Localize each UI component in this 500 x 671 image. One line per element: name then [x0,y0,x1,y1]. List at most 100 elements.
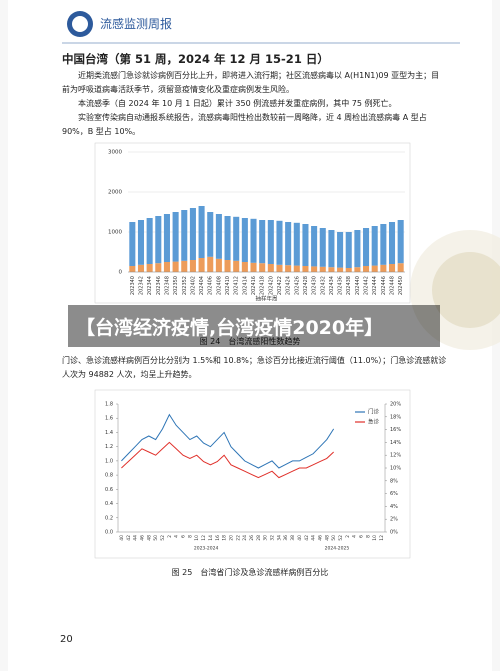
y-tick-label: 3000 [108,150,122,156]
x-group-label: 2023-2024 [194,546,219,552]
x-tick-label: 46 [317,535,323,541]
x-tick-label: 32 [270,535,276,541]
caption: 图 25 台湾省门诊及急诊流感样病例百分比 [171,568,329,577]
x-tick-label: 6 [359,535,365,538]
x-tick-label: 202416 [251,276,257,295]
x-tick-label: 28 [256,535,262,541]
x-tick-label: 202412 [234,276,240,295]
bar-segment [189,208,196,260]
y-tick-label: 0.6 [105,487,113,493]
x-tick-label: 26 [249,535,255,541]
bar-segment [146,264,153,272]
y2-tick-label: 18% [390,414,401,420]
x-tick-label: 202348 [164,276,170,295]
bar-segment [233,260,240,272]
x-tick-label: 4 [174,535,180,538]
x-tick-label: 202442 [364,276,370,295]
x-tick-label: 202418 [260,276,266,295]
x-tick-label: 20 [228,535,234,541]
x-tick-label: 2 [167,535,173,538]
page-number: 20 [60,634,73,645]
x-tick-label: 2 [345,535,351,538]
section-title: 中国台湾（第 51 周，2024 年 12 月 15-21 日） [62,52,329,66]
bar-segment [259,263,266,272]
bar-segment [137,264,145,272]
paragraph: 本流感季（自 2024 年 10 月 1 日起）累计 350 例流感并发重症病例… [78,99,397,108]
bar-segment [241,262,248,272]
x-tick-label: 202350 [173,276,179,295]
x-tick-label: 202410 [225,276,231,295]
x-tick-label: 202438 [346,276,352,295]
bar-segment [250,262,257,272]
x-tick-label: 48 [324,535,330,541]
logo-inner [72,16,88,32]
x-tick-label: 36 [283,535,289,541]
x-tick-label: 4 [352,535,358,538]
y-tick-label: 0.0 [105,530,113,536]
bar-segment [224,216,231,260]
y-tick-label: 0.8 [105,473,113,479]
y2-tick-label: 4% [390,504,398,510]
bar-segment [302,224,309,266]
y-tick-label: 0 [119,270,123,276]
bar-segment [319,228,326,267]
x-tick-label: 202414 [242,276,248,295]
x-tick-label: 50 [331,535,337,541]
x-tick-label: 202428 [303,276,309,295]
x-tick-label: 18 [222,535,228,541]
bar-segment [337,232,344,268]
x-tick-label: 202424 [286,276,292,295]
x-tick-label: 44 [133,535,139,541]
x-tick-label: 202408 [216,276,222,295]
x-tick-label: 52 [338,535,344,541]
bar-segment [380,224,387,265]
bar-segment [371,226,378,266]
bar-segment [267,220,274,264]
y-tick-label: 1.2 [105,444,113,450]
x-tick-label: 202432 [320,276,326,295]
bar-segment [302,266,309,272]
bar-segment [371,265,378,272]
x-axis-title: 抽样年周 [255,295,277,303]
y-tick-label: 1.6 [105,416,113,422]
legend-label: 急诊 [368,418,380,426]
bar-segment [311,226,318,267]
x-tick-label: 42 [126,535,132,541]
bar-segment [224,260,231,272]
x-tick-label: 202342 [138,276,144,295]
overlay-band [68,305,440,347]
x-tick-label: 16 [215,535,221,541]
line-series [121,441,334,479]
y-tick-label: 1.4 [105,430,113,436]
y2-tick-label: 12% [390,453,401,459]
x-group-label: 2024-2025 [325,546,350,552]
bar-segment [285,265,292,272]
x-tick-label: 30 [263,535,269,541]
y-tick-label: 1000 [108,230,122,236]
y2-tick-label: 0% [390,530,398,536]
x-tick-label: 8 [187,535,193,538]
paragraph: 近期类流感门急诊就诊病例百分比上升，即将进入流行期；社区流感病毒以 A(H1N1… [62,71,440,94]
bar-segment [250,218,257,263]
bar-segment [215,258,222,272]
bar-segment [363,266,370,272]
line-series [121,413,335,469]
y-tick-label: 2000 [108,190,122,196]
x-tick-label: 202426 [294,276,300,295]
y2-tick-label: 16% [390,427,401,433]
bar-segment [163,262,170,272]
x-tick-label: 202402 [190,276,196,295]
bar-segment [363,228,370,266]
bar-segment [215,214,222,259]
legend-label: 门诊 [368,408,380,416]
bar-segment [146,218,153,264]
x-tick-label: 10 [372,535,378,541]
bar-segment [328,267,335,272]
x-tick-label: 40 [119,535,125,541]
x-tick-label: 202344 [147,276,153,295]
bar-segment [155,216,162,264]
bar-segment [276,264,283,272]
bar-segment [337,267,344,272]
bar-segment [163,214,170,262]
